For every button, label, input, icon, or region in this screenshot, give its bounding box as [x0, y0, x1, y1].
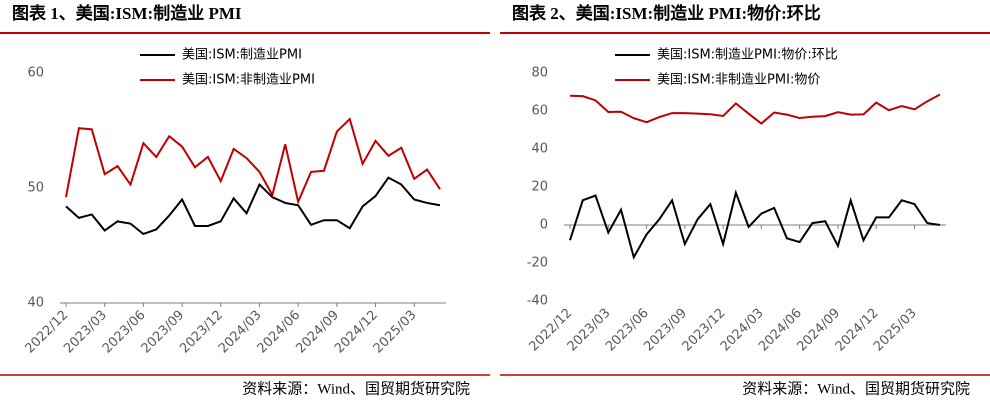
y-tick-label: 60: [531, 104, 548, 119]
y-tick-label: 80: [531, 66, 548, 81]
legend-label: 美国:ISM:非制造业PMI: [182, 73, 315, 88]
legend-label: 美国:ISM:非制造业PMI:物价: [657, 73, 820, 88]
legend-label: 美国:ISM:制造业PMI:物价:环比: [657, 48, 838, 63]
y-tick-label: 0: [540, 218, 548, 233]
series-line: [65, 117, 441, 206]
series-line: [569, 93, 941, 125]
series-line: [569, 189, 941, 260]
chart-title: 图表 1、美国:ISM:制造业 PMI: [12, 3, 242, 23]
legend-label: 美国:ISM:制造业PMI: [182, 48, 302, 63]
y-tick-label: 60: [27, 66, 44, 81]
source: 资料来源：Wind、国贸期货研究院: [242, 379, 470, 397]
series-line: [65, 176, 441, 236]
chart-title: 图表 2、美国:ISM:制造业 PMI:物价:环比: [512, 3, 821, 23]
x-tick-label: 2025/03: [371, 308, 420, 357]
y-tick-label: 40: [27, 296, 44, 311]
y-tick-label: -40: [527, 294, 548, 309]
y-tick-label: 50: [27, 181, 44, 196]
y-tick-label: -20: [527, 256, 548, 271]
y-tick-label: 40: [531, 142, 548, 157]
source: 资料来源：Wind、国贸期货研究院: [742, 379, 970, 397]
y-tick-label: 20: [531, 180, 548, 195]
x-tick-label: 2025/03: [871, 306, 920, 355]
